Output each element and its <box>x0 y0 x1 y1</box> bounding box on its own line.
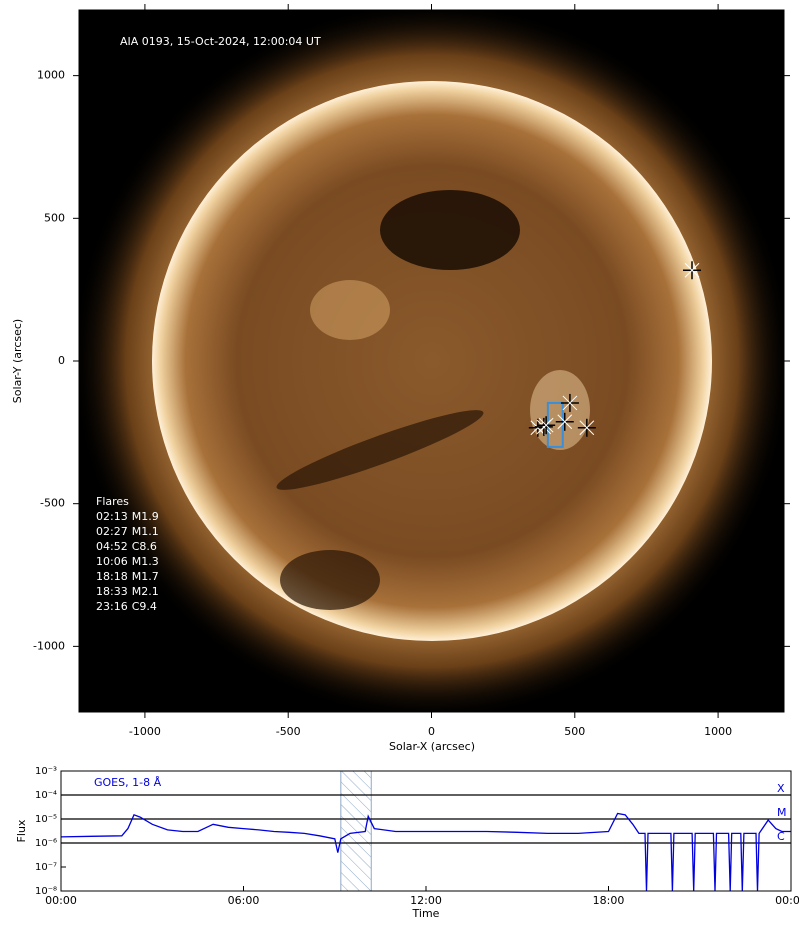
flare-entry: 23:16 C9.4 <box>96 600 157 613</box>
active-region <box>310 280 390 340</box>
flare-marker <box>683 261 702 280</box>
class-level-label: C <box>777 830 785 843</box>
marker-stroke <box>579 420 595 436</box>
coronal-hole <box>280 550 380 610</box>
y-tick-label: 10⁻³ <box>35 766 57 777</box>
flare-entry: 04:52 C8.6 <box>96 540 157 553</box>
coronal-hole <box>380 190 520 270</box>
y-tick-label: 500 <box>44 211 65 224</box>
flare-time: 18:18 <box>96 570 128 583</box>
marker-stroke <box>538 417 554 433</box>
goes-panel: GOES, 1-8 Å Time Flux XMC 00:00 06:00 12:00… <box>15 766 799 920</box>
class-level-label: M <box>777 806 787 819</box>
x-tick-label: -500 <box>276 725 301 738</box>
x-tick-label: 1000 <box>704 725 732 738</box>
y-tick-label: 10⁻⁴ <box>35 790 57 801</box>
x-tick-label: 06:00 <box>228 894 260 907</box>
y-tick-label: 10⁻⁵ <box>35 814 57 825</box>
flare-entry: 18:18 M1.7 <box>96 570 159 583</box>
x-tick-label: 00:00 <box>45 894 77 907</box>
filament <box>276 410 484 490</box>
class-level-label: X <box>777 782 785 795</box>
flux-line <box>60 812 791 892</box>
active-region <box>530 370 590 450</box>
y-tick-label: 10⁻⁷ <box>35 862 57 873</box>
flare-marker <box>537 416 556 435</box>
x-axis-label: Solar-X (arcsec) <box>389 740 475 753</box>
flare-class: M1.9 <box>132 510 159 523</box>
marker-stroke <box>562 395 578 411</box>
x-tick-label: -1000 <box>129 725 161 738</box>
flare-time: 02:13 <box>96 510 128 523</box>
y-axis-label: Flux <box>15 819 28 842</box>
marker-stroke <box>684 262 700 278</box>
x-tick-label: 500 <box>564 725 585 738</box>
flare-marker <box>555 412 574 431</box>
flare-time: 02:27 <box>96 525 128 538</box>
time-span <box>340 770 372 892</box>
flare-time: 04:52 <box>96 540 128 553</box>
flare-class: C9.4 <box>132 600 157 613</box>
flare-class: M1.3 <box>132 555 159 568</box>
flare-time: 23:16 <box>96 600 128 613</box>
flare-time: 18:33 <box>96 585 128 598</box>
flare-entry: 18:33 M2.1 <box>96 585 159 598</box>
flare-entry: 02:27 M1.1 <box>96 525 159 538</box>
flare-class: C8.6 <box>132 540 157 553</box>
y-tick-label: -1000 <box>33 639 65 652</box>
flare-entry: 02:13 M1.9 <box>96 510 159 523</box>
flares-heading: Flares <box>96 495 129 508</box>
y-tick-label: 10⁻⁸ <box>35 886 57 897</box>
flare-marker <box>560 393 579 412</box>
y-tick-label: 10⁻⁶ <box>35 838 57 849</box>
flare-marker <box>577 418 596 437</box>
flare-class: M1.7 <box>132 570 159 583</box>
solar-disk <box>152 81 712 641</box>
x-tick-label: 00:00 <box>775 894 799 907</box>
flare-entry: 10:06 M1.3 <box>96 555 159 568</box>
sun-image <box>79 10 784 712</box>
y-tick-label: -500 <box>40 497 65 510</box>
x-tick-label: 18:00 <box>593 894 625 907</box>
legend-text: GOES, 1-8 Å <box>94 776 162 789</box>
flare-time: 10:06 <box>96 555 128 568</box>
x-tick-label: 0 <box>428 725 435 738</box>
x-axis-label: Time <box>412 907 440 920</box>
marker-stroke <box>530 420 546 436</box>
marker-stroke <box>557 414 573 430</box>
image-title: AIA 0193, 15-Oct-2024, 12:00:04 UT <box>120 35 321 48</box>
x-tick-label: 12:00 <box>410 894 442 907</box>
y-tick-label: 0 <box>58 354 65 367</box>
flare-class: M2.1 <box>132 585 159 598</box>
y-axis-label: Solar-Y (arcsec) <box>11 319 24 403</box>
y-tick-label: 1000 <box>37 69 65 82</box>
image-panel: AIA 0193, 15-Oct-2024, 12:00:04 UT Flare… <box>11 4 790 753</box>
flare-class: M1.1 <box>132 525 159 538</box>
